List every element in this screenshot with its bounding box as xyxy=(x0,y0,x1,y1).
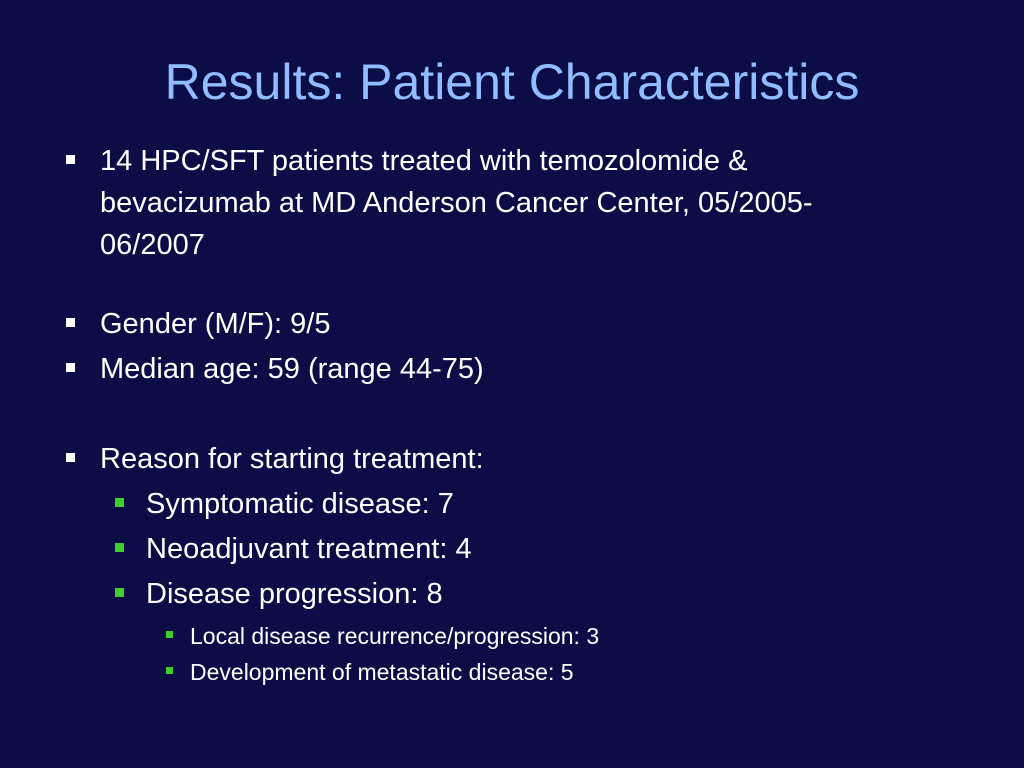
sub-bullet-symptomatic: Symptomatic disease: 7 xyxy=(115,483,454,525)
square-bullet-icon xyxy=(66,318,75,327)
bullet-reason: Reason for starting treatment: xyxy=(66,438,484,480)
bullet-gender-text: Gender (M/F): 9/5 xyxy=(100,308,331,340)
bullet-patients-line-2: bevacizumab at MD Anderson Cancer Center… xyxy=(100,187,813,219)
square-bullet-icon xyxy=(66,155,75,164)
sub-sub-bullet-local: Local disease recurrence/progression: 3 xyxy=(166,620,600,652)
sub-sub-bullet-metastatic-text: Development of metastatic disease: 5 xyxy=(190,659,574,685)
green-square-bullet-icon xyxy=(115,588,124,597)
bullet-gender: Gender (M/F): 9/5 xyxy=(66,303,331,345)
square-bullet-icon xyxy=(66,453,75,462)
bullet-age: Median age: 59 (range 44-75) xyxy=(66,348,484,390)
sub-bullet-progression-text: Disease progression: 8 xyxy=(146,578,443,610)
green-square-bullet-icon xyxy=(115,543,124,552)
bullet-age-text: Median age: 59 (range 44-75) xyxy=(100,353,484,385)
green-square-bullet-icon xyxy=(115,498,124,507)
sub-bullet-neoadjuvant: Neoadjuvant treatment: 4 xyxy=(115,528,472,570)
sub-bullet-symptomatic-text: Symptomatic disease: 7 xyxy=(146,488,454,520)
sub-sub-bullet-metastatic: Development of metastatic disease: 5 xyxy=(166,656,574,688)
bullet-patients: 14 HPC/SFT patients treated with temozol… xyxy=(66,140,813,266)
sub-sub-bullet-local-text: Local disease recurrence/progression: 3 xyxy=(190,623,600,649)
sub-bullet-progression: Disease progression: 8 xyxy=(115,573,443,615)
green-square-bullet-icon xyxy=(166,667,173,674)
slide-title: Results: Patient Characteristics xyxy=(164,54,860,110)
bullet-reason-text: Reason for starting treatment: xyxy=(100,443,484,475)
sub-bullet-neoadjuvant-text: Neoadjuvant treatment: 4 xyxy=(146,533,472,565)
square-bullet-icon xyxy=(66,363,75,372)
green-square-bullet-icon xyxy=(166,631,173,638)
bullet-patients-line-1: 14 HPC/SFT patients treated with temozol… xyxy=(100,145,748,177)
bullet-patients-line-3: 06/2007 xyxy=(100,229,205,261)
